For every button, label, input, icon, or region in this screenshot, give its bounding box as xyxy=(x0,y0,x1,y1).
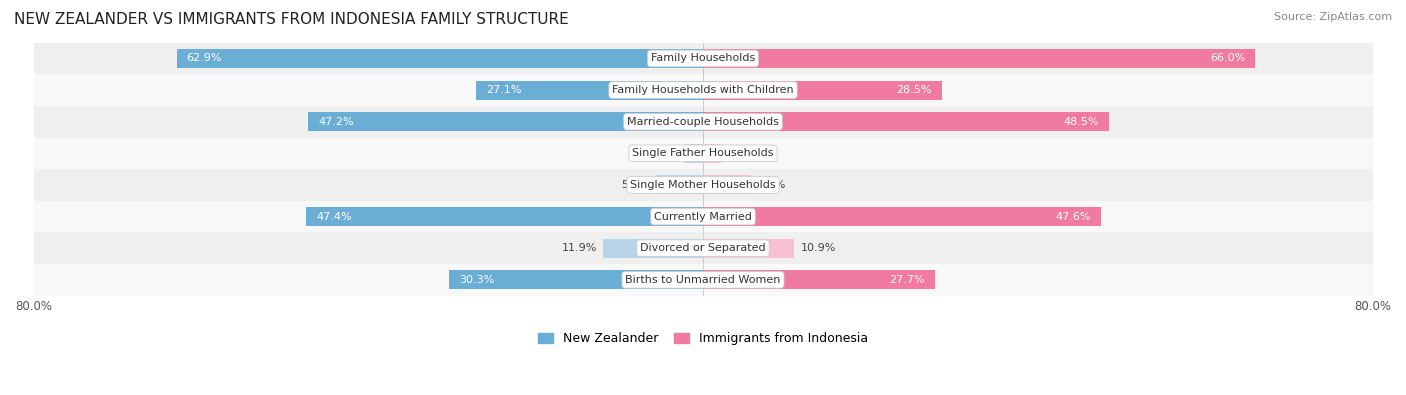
Text: 11.9%: 11.9% xyxy=(561,243,596,253)
Text: 30.3%: 30.3% xyxy=(460,275,495,285)
Text: 27.7%: 27.7% xyxy=(889,275,925,285)
Bar xyxy=(657,175,703,194)
Text: 47.2%: 47.2% xyxy=(318,117,354,127)
Text: Source: ZipAtlas.com: Source: ZipAtlas.com xyxy=(1274,12,1392,22)
Text: 47.6%: 47.6% xyxy=(1056,212,1091,222)
Bar xyxy=(703,49,1256,68)
Text: 28.5%: 28.5% xyxy=(896,85,931,95)
Text: Currently Married: Currently Married xyxy=(654,212,752,222)
Bar xyxy=(34,169,1372,201)
Bar xyxy=(477,81,703,100)
Bar xyxy=(34,201,1372,232)
Text: 10.9%: 10.9% xyxy=(801,243,837,253)
Text: Births to Unmarried Women: Births to Unmarried Women xyxy=(626,275,780,285)
Text: 5.7%: 5.7% xyxy=(758,180,786,190)
Text: NEW ZEALANDER VS IMMIGRANTS FROM INDONESIA FAMILY STRUCTURE: NEW ZEALANDER VS IMMIGRANTS FROM INDONES… xyxy=(14,12,569,27)
Bar xyxy=(34,74,1372,106)
Bar xyxy=(703,270,935,289)
Bar xyxy=(703,239,794,258)
Bar xyxy=(34,232,1372,264)
Bar xyxy=(703,207,1101,226)
Bar xyxy=(34,264,1372,295)
Text: Single Father Households: Single Father Households xyxy=(633,149,773,158)
Text: 27.1%: 27.1% xyxy=(486,85,522,95)
Text: 66.0%: 66.0% xyxy=(1211,53,1246,64)
Bar xyxy=(703,175,751,194)
Text: 2.1%: 2.1% xyxy=(651,149,679,158)
Text: Family Households: Family Households xyxy=(651,53,755,64)
Bar xyxy=(34,43,1372,74)
Bar xyxy=(308,112,703,131)
Text: Family Households with Children: Family Households with Children xyxy=(612,85,794,95)
Bar xyxy=(34,106,1372,137)
Legend: New Zealander, Immigrants from Indonesia: New Zealander, Immigrants from Indonesia xyxy=(538,332,868,345)
Bar xyxy=(177,49,703,68)
Text: 62.9%: 62.9% xyxy=(187,53,222,64)
Bar xyxy=(34,137,1372,169)
Bar xyxy=(307,207,703,226)
Text: 48.5%: 48.5% xyxy=(1063,117,1099,127)
Text: 47.4%: 47.4% xyxy=(316,212,352,222)
Bar xyxy=(703,144,721,163)
Bar xyxy=(686,144,703,163)
Text: Single Mother Households: Single Mother Households xyxy=(630,180,776,190)
Bar xyxy=(703,81,942,100)
Bar xyxy=(703,112,1109,131)
Text: Married-couple Households: Married-couple Households xyxy=(627,117,779,127)
Text: 2.2%: 2.2% xyxy=(728,149,756,158)
Text: Divorced or Separated: Divorced or Separated xyxy=(640,243,766,253)
Bar xyxy=(603,239,703,258)
Bar xyxy=(450,270,703,289)
Text: 5.6%: 5.6% xyxy=(621,180,650,190)
